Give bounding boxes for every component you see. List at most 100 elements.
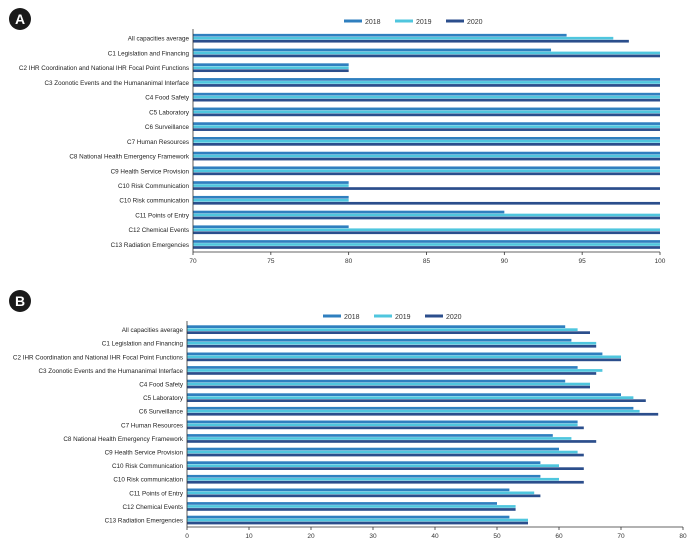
bar-a-2018-3 bbox=[193, 78, 660, 81]
bar-a-2020-12 bbox=[193, 216, 660, 220]
category-label: C4 Food Safety bbox=[139, 382, 184, 389]
x-tick-label: 100 bbox=[655, 258, 666, 265]
bar-b-2019-0 bbox=[187, 328, 578, 331]
bar-a-2020-10 bbox=[193, 187, 660, 190]
bar-a-2018-13 bbox=[193, 225, 349, 229]
bar-a-2019-12 bbox=[193, 213, 660, 217]
bar-b-2020-12 bbox=[187, 494, 541, 498]
category-label: C3 Zoonotic Events and the Humananimal I… bbox=[44, 80, 189, 87]
legend-swatch-2019 bbox=[374, 314, 392, 318]
bar-b-2019-11 bbox=[187, 477, 559, 481]
bar-b-2020-7 bbox=[187, 426, 584, 430]
bar-chart-a: 2018 2019 2020 All capacities average C1 Leg… bbox=[19, 19, 666, 265]
bar-a-2020-0 bbox=[193, 39, 629, 43]
panel-label-a: A bbox=[9, 8, 31, 30]
bar-a-2018-2 bbox=[193, 63, 349, 67]
bar-b-2020-11 bbox=[187, 480, 584, 484]
panel-label-b: B bbox=[9, 290, 31, 312]
category-label: C10 Risk Communication bbox=[118, 183, 190, 190]
category-label: C2 IHR Coordination and National IHR Foc… bbox=[13, 354, 183, 361]
bar-b-2018-6 bbox=[187, 406, 634, 410]
x-tick-label: 30 bbox=[369, 533, 377, 540]
bar-b-2019-12 bbox=[187, 491, 535, 495]
category-label: C8 National Health Emergency Framework bbox=[63, 436, 184, 443]
bar-a-2020-14 bbox=[193, 246, 660, 249]
legend-swatch-2019 bbox=[395, 19, 413, 23]
category-label: C11 Points of Entry bbox=[129, 490, 184, 497]
legend-swatch-2020 bbox=[425, 314, 443, 318]
bar-a-2019-5 bbox=[193, 110, 660, 114]
chart-panel-b: B 2018 2019 2020 All capacities average C1 L… bbox=[0, 274, 695, 548]
category-label: C7 Human Resources bbox=[127, 139, 189, 146]
category-label: All capacities average bbox=[128, 36, 190, 43]
bar-b-2018-1 bbox=[187, 338, 572, 342]
bar-b-2020-1 bbox=[187, 344, 597, 348]
bar-chart-b: 2018 2019 2020 All capacities average C1 Leg… bbox=[13, 314, 687, 540]
category-label: C4 Food Safety bbox=[145, 95, 190, 102]
x-tick-label: 90 bbox=[501, 258, 509, 265]
bar-b-2019-1 bbox=[187, 341, 597, 345]
legend-swatch-2018 bbox=[323, 314, 341, 318]
bar-a-2019-0 bbox=[193, 36, 614, 40]
bar-b-2018-7 bbox=[187, 420, 578, 424]
x-tick-label: 80 bbox=[679, 533, 687, 540]
bar-a-2018-0 bbox=[193, 33, 567, 37]
bar-a-2020-13 bbox=[193, 231, 660, 235]
bar-b-2019-6 bbox=[187, 409, 640, 413]
bar-a-2020-9 bbox=[193, 172, 660, 176]
bar-b-2018-13 bbox=[187, 502, 497, 505]
bar-b-2018-10 bbox=[187, 461, 541, 464]
category-label: C13 Radiation Emergencies bbox=[105, 518, 183, 525]
bar-a-2018-7 bbox=[193, 137, 660, 140]
bar-b-2019-7 bbox=[187, 423, 578, 427]
legend-label-2018: 2018 bbox=[365, 19, 381, 26]
bar-a-2018-8 bbox=[193, 151, 660, 155]
category-label: C10 Risk communication bbox=[113, 477, 183, 484]
legend-swatch-2020 bbox=[446, 19, 464, 23]
bar-a-2020-6 bbox=[193, 128, 660, 131]
bar-a-2020-5 bbox=[193, 113, 660, 117]
bar-b-2018-14 bbox=[187, 515, 510, 519]
bar-b-2020-13 bbox=[187, 508, 516, 511]
bar-b-2020-3 bbox=[187, 372, 597, 375]
bar-a-2019-6 bbox=[193, 125, 660, 128]
bar-b-2020-10 bbox=[187, 467, 584, 470]
bar-a-2018-12 bbox=[193, 210, 505, 214]
bar-a-2019-2 bbox=[193, 66, 349, 70]
category-label: C12 Chemical Events bbox=[122, 504, 183, 511]
bar-b-2020-14 bbox=[187, 521, 528, 525]
bar-b-2020-0 bbox=[187, 331, 590, 334]
bar-a-2018-4 bbox=[193, 92, 660, 96]
bar-b-2018-2 bbox=[187, 352, 603, 356]
legend-label-2019: 2019 bbox=[416, 19, 432, 26]
bar-b-2019-9 bbox=[187, 450, 578, 454]
category-label: C3 Zoonotic Events and the Humananimal I… bbox=[38, 368, 183, 375]
chart-panel-a: A 2018 2019 2020 All capacities average C1 L… bbox=[9, 8, 666, 265]
bar-a-2020-11 bbox=[193, 201, 660, 205]
category-label: C10 Risk Communication bbox=[112, 463, 184, 470]
category-label: C1 Legislation and Financing bbox=[102, 341, 184, 348]
bar-b-2019-8 bbox=[187, 437, 572, 440]
bar-a-2019-4 bbox=[193, 95, 660, 99]
category-label: C5 Laboratory bbox=[143, 395, 184, 402]
bar-a-2019-1 bbox=[193, 51, 660, 55]
x-tick-label: 70 bbox=[189, 258, 197, 265]
legend-label-2018: 2018 bbox=[344, 314, 360, 321]
bar-a-2018-9 bbox=[193, 166, 660, 170]
bar-a-2019-13 bbox=[193, 228, 660, 232]
category-label: C9 Health Service Provision bbox=[105, 450, 184, 457]
bar-b-2019-4 bbox=[187, 382, 590, 386]
category-label: C2 IHR Coordination and National IHR Foc… bbox=[19, 65, 189, 72]
category-label: C6 Surveillance bbox=[139, 409, 184, 416]
bar-b-2019-13 bbox=[187, 505, 516, 508]
x-tick-label: 70 bbox=[617, 533, 625, 540]
x-tick-label: 40 bbox=[431, 533, 439, 540]
category-label: C7 Human Resources bbox=[121, 422, 183, 429]
bar-a-2019-11 bbox=[193, 198, 349, 202]
bar-b-2019-3 bbox=[187, 369, 603, 372]
bar-b-2020-4 bbox=[187, 385, 590, 389]
bar-b-2018-3 bbox=[187, 366, 578, 369]
bar-b-2019-5 bbox=[187, 396, 634, 399]
category-label: C8 National Health Emergency Framework bbox=[69, 154, 190, 161]
bar-b-2018-5 bbox=[187, 393, 621, 396]
